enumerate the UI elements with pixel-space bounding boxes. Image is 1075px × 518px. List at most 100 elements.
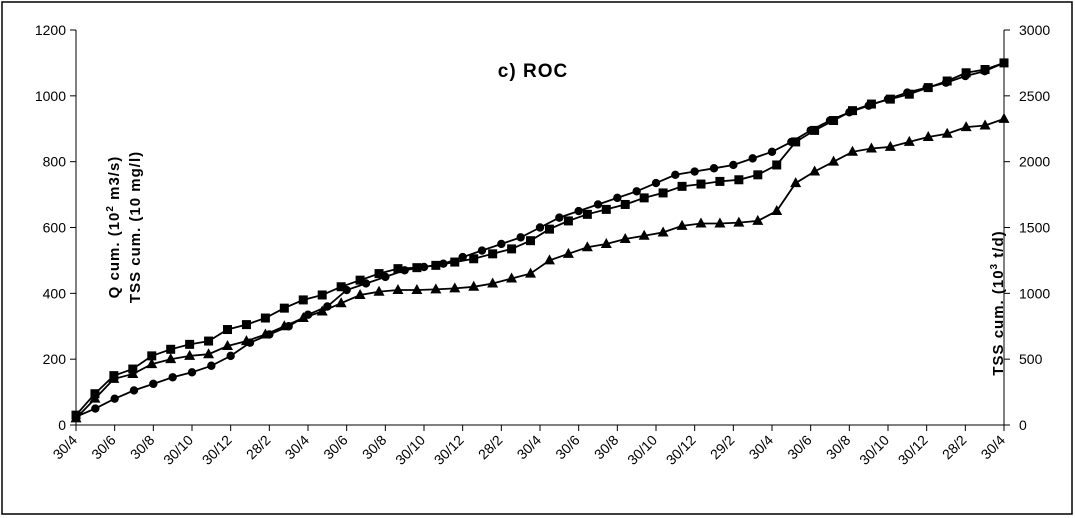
square-point [696, 179, 706, 189]
triangle-point [146, 358, 158, 369]
triangle-point [676, 219, 688, 230]
circle-point [226, 351, 235, 361]
left-tick-label: 400 [43, 285, 67, 301]
y-axis-label-right-post: t/d) [990, 230, 1007, 263]
circle-point [187, 368, 197, 377]
left-tick-label: 0 [58, 417, 66, 433]
chart-title: c) ROC [498, 61, 568, 82]
triangle-point [752, 214, 764, 225]
y-axis-label-right-sup: 3 [989, 263, 1000, 270]
square-point [298, 295, 308, 305]
circle-point [110, 394, 119, 403]
circle-point [477, 246, 487, 255]
right-tick-label: 1500 [1019, 220, 1050, 236]
circle-point [671, 170, 680, 180]
triangle-point [960, 121, 972, 132]
right-tick-label: 1000 [1019, 285, 1050, 301]
circle-point [632, 187, 641, 196]
square-point [204, 336, 214, 346]
triangle-point [865, 142, 877, 153]
square-point [279, 303, 289, 313]
square-point [999, 58, 1009, 68]
triangle-point [278, 320, 290, 331]
square-point [544, 224, 554, 234]
triangle-point [487, 277, 499, 288]
y-axis-label-left-line1-post: m3/s) [106, 156, 123, 205]
triangle-point [127, 367, 139, 378]
square-point [355, 275, 365, 285]
y-axis-label-right-pre: TSS cum. (10 [990, 269, 1007, 375]
triangle-point [846, 145, 858, 156]
square-point [961, 68, 971, 78]
right-tick-label: 2500 [1019, 88, 1050, 104]
circle-point [129, 386, 139, 395]
triangle-point [392, 284, 404, 295]
triangle-point [108, 372, 120, 383]
square-point [374, 269, 384, 279]
square-point [185, 339, 195, 349]
triangle-point [430, 283, 442, 294]
left-tick-label: 800 [43, 154, 67, 170]
y-axis-label-left-line1-sup: 2 [105, 205, 116, 212]
circle-point [555, 213, 564, 222]
triangle-point [89, 392, 101, 403]
triangle-point [297, 312, 309, 323]
triangle-point [240, 335, 252, 346]
square-point [791, 137, 801, 147]
square-point [526, 236, 536, 246]
y-axis-label-left-line2: TSS cum. (10 mg/l) [127, 151, 144, 303]
y-axis-label-left-line1-pre: Q cum. (10 [106, 212, 123, 299]
circle-point [168, 373, 177, 382]
y-axis-label-left-line1: Q cum. (102 m3/s) [105, 156, 123, 299]
square-point [223, 325, 233, 335]
triangle-point [790, 177, 802, 188]
square-point [942, 76, 952, 86]
circle-point [458, 252, 467, 262]
square-point [810, 125, 820, 135]
triangle-point [619, 233, 631, 244]
circle-point [709, 164, 719, 173]
circle-point [613, 193, 622, 203]
triangle-point [222, 340, 234, 350]
square-point [393, 264, 403, 274]
right-tick-label: 500 [1019, 351, 1043, 367]
square-point [431, 260, 441, 270]
triangle-point [411, 284, 423, 295]
triangle-point [316, 305, 328, 316]
circle-point [91, 404, 100, 413]
triangle-point [543, 254, 555, 265]
square-point [772, 160, 782, 170]
triangle-point [884, 140, 896, 151]
square-point [336, 282, 346, 292]
triangle-point [657, 226, 669, 237]
triangle-point [714, 217, 726, 228]
square-point [885, 94, 895, 104]
triangle-point [562, 247, 574, 258]
square-point [488, 249, 498, 259]
square-point [469, 254, 479, 264]
triangle-point [184, 349, 196, 360]
triangle-point [733, 216, 745, 227]
circle-point [497, 239, 506, 249]
circle-point [574, 206, 583, 216]
triangle-point [506, 272, 518, 283]
triangle-point [828, 155, 840, 166]
left-tick-label: 600 [43, 220, 67, 236]
left-axis-ticks: 0 200 400 600 800 1000 1200 [35, 22, 76, 433]
square-point [639, 193, 649, 203]
triangle-point [165, 353, 177, 364]
left-tick-label: 1000 [35, 88, 66, 104]
triangle-point [525, 267, 537, 278]
square-point [241, 320, 251, 330]
y-axis-label-right: TSS cum. (103 t/d) [989, 230, 1007, 375]
circle-point [149, 379, 158, 389]
circle-point [748, 154, 757, 163]
triangle-point [695, 217, 707, 228]
triangle-point [941, 127, 953, 138]
left-tick-label: 1200 [35, 22, 66, 38]
square-point [847, 106, 857, 116]
triangle-point [259, 328, 271, 339]
square-point [829, 116, 839, 126]
square-point [715, 176, 725, 186]
